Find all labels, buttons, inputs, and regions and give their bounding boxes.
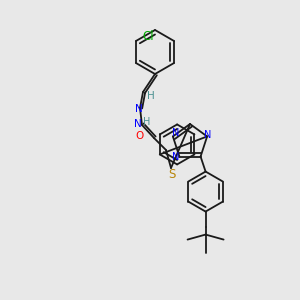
Text: O: O (136, 131, 144, 141)
Text: N: N (172, 128, 180, 138)
Text: N: N (135, 104, 143, 114)
Text: H: H (143, 117, 151, 127)
Text: N: N (134, 119, 142, 129)
Text: N: N (204, 130, 212, 140)
Text: H: H (147, 91, 155, 101)
Text: N: N (172, 152, 179, 162)
Text: Cl: Cl (142, 31, 154, 44)
Text: S: S (168, 167, 176, 181)
